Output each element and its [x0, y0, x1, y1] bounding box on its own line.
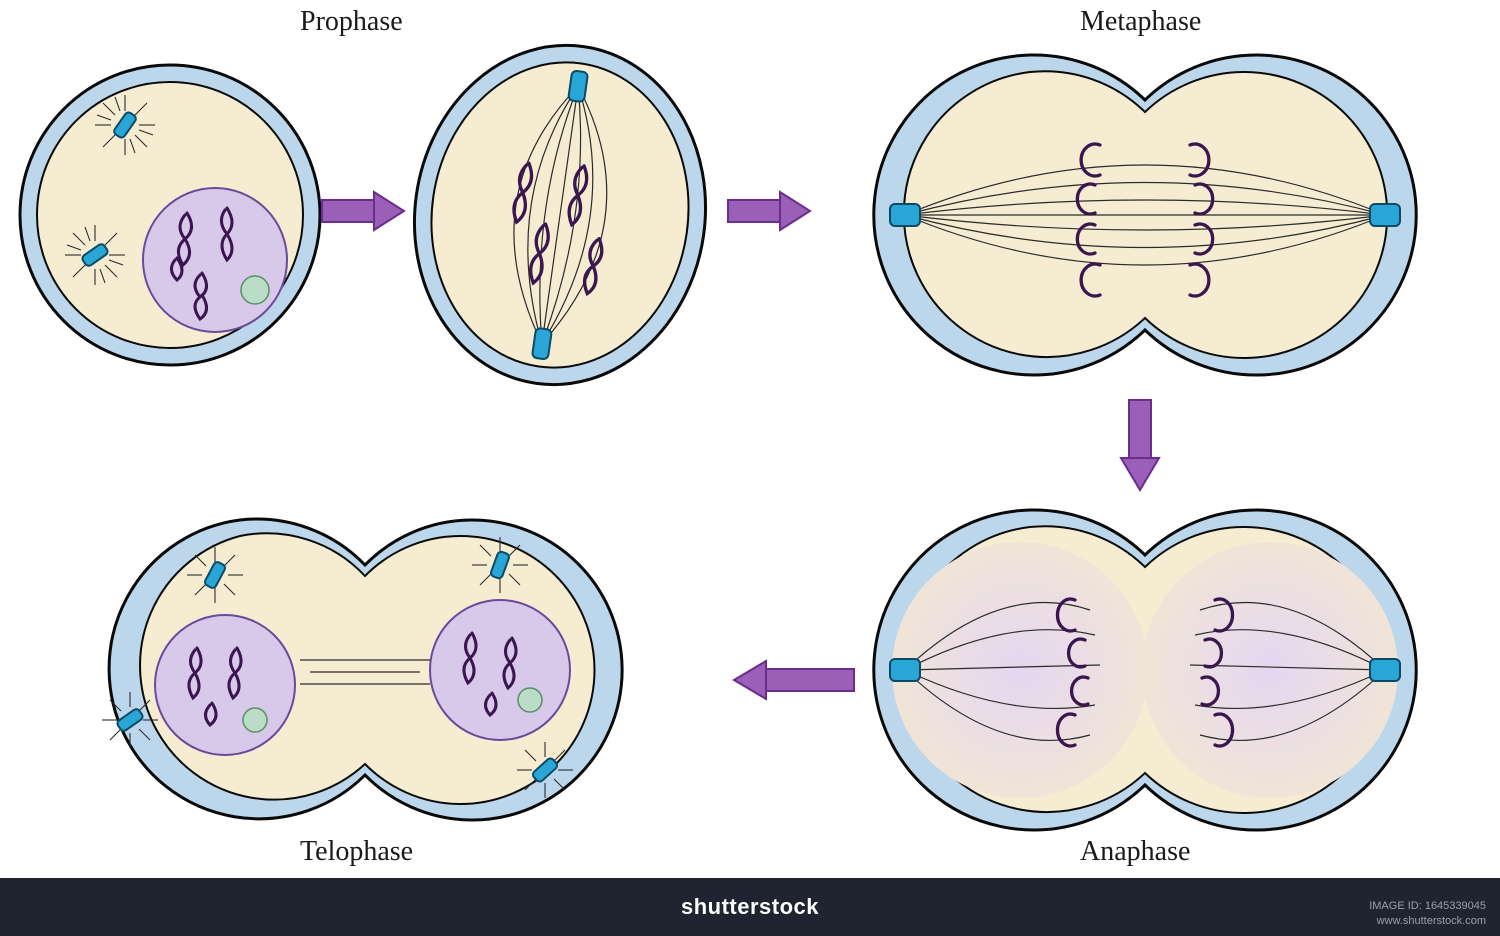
cell-metaphase — [874, 55, 1416, 375]
footer-bar: shutterstock IMAGE ID: 1645339045 www.sh… — [0, 878, 1500, 936]
footer-meta: IMAGE ID: 1645339045 www.shutterstock.co… — [1369, 899, 1486, 928]
label-metaphase: Metaphase — [1080, 6, 1201, 38]
cell-prophase-late — [393, 26, 727, 403]
arrow-2 — [728, 192, 810, 230]
cell-anaphase — [874, 510, 1416, 830]
footer-site: www.shutterstock.com — [1369, 914, 1486, 928]
cell-prophase-early — [20, 65, 320, 365]
arrow-4 — [734, 661, 854, 699]
footer-image-id: IMAGE ID: 1645339045 — [1369, 899, 1486, 913]
label-anaphase: Anaphase — [1080, 836, 1190, 868]
mitosis-diagram — [0, 0, 1500, 880]
arrow-1 — [322, 192, 404, 230]
cell-telophase — [102, 519, 622, 820]
label-prophase: Prophase — [300, 6, 403, 38]
footer-logo: shutterstock — [681, 894, 819, 920]
arrow-3 — [1121, 400, 1159, 490]
label-telophase: Telophase — [300, 836, 413, 868]
